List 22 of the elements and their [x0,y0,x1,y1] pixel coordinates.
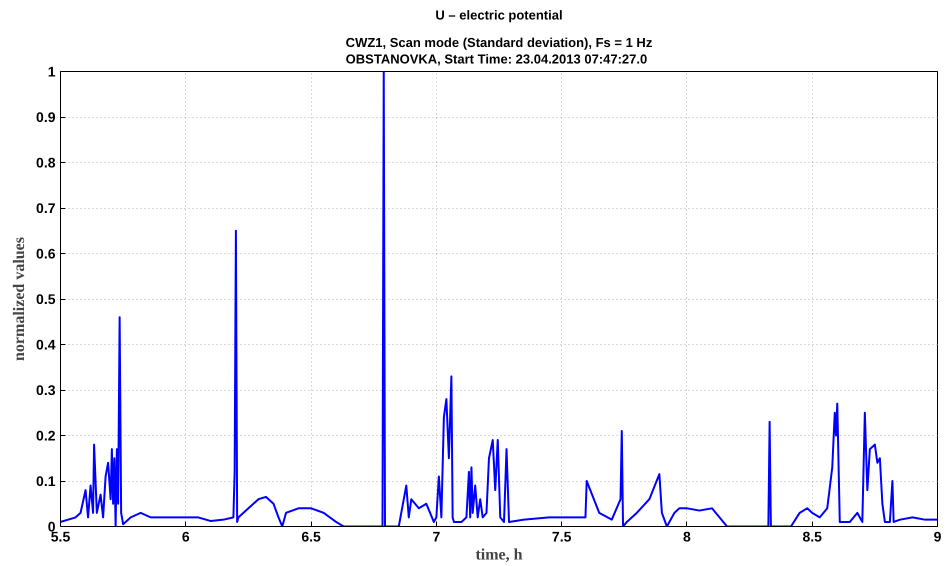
y-tick-label: 0.6 [36,246,56,262]
x-tick-label: 7.5 [552,528,572,544]
y-tick-label: 0.4 [36,336,56,352]
x-tick-label: 6.5 [301,528,322,544]
x-tick-label: 9 [934,528,942,544]
y-tick-label: 0.3 [36,382,56,398]
y-tick-label: 0.1 [36,473,56,489]
line-series [60,72,938,526]
x-tick-label: 8 [683,528,692,544]
y-tick-label: 0.2 [36,428,56,444]
y-tick-label: 0.9 [36,109,56,125]
y-tick-label: 1 [48,64,56,80]
x-tick-label: 6 [182,528,190,544]
chart-subtitle: CWZ1, Scan mode (Standard deviation), Fs = 1 Hz OBSTANOVKA, Start Time: 23.04.2013 07:47:27.0 [346,35,653,66]
x-axis-title: time, h [475,546,523,564]
y-tick-label: 0.8 [36,154,56,170]
x-tick-label: 7 [432,528,440,544]
x-tick-label: 8.5 [802,528,822,544]
chart-title: U – electric potential [435,8,563,22]
y-tick-label: 0.7 [36,200,56,216]
y-tick-label: 0.5 [36,291,56,307]
y-axis-title: normalized values [11,236,28,361]
